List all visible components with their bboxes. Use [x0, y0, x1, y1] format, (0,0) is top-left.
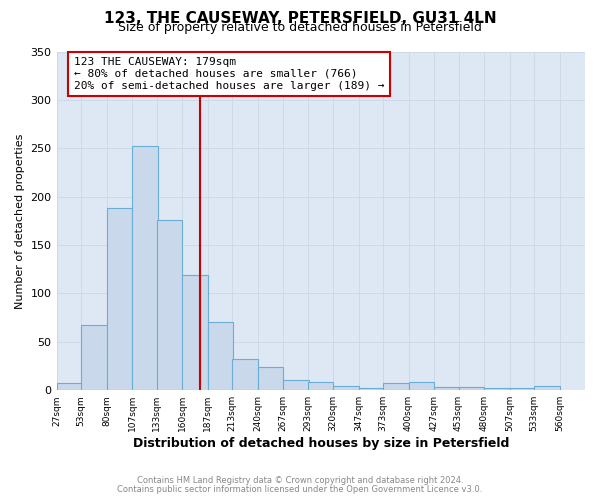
Bar — [283, 380, 308, 390]
Bar — [308, 382, 333, 390]
Bar — [208, 322, 233, 390]
Bar — [359, 388, 384, 390]
Bar — [409, 382, 434, 390]
Bar — [484, 388, 509, 390]
Text: 123 THE CAUSEWAY: 179sqm
← 80% of detached houses are smaller (766)
20% of semi-: 123 THE CAUSEWAY: 179sqm ← 80% of detach… — [74, 58, 384, 90]
Bar — [132, 146, 158, 390]
Bar — [81, 326, 107, 390]
Bar — [534, 386, 560, 390]
Bar — [434, 388, 460, 390]
Bar — [157, 220, 182, 390]
Bar — [107, 208, 132, 390]
Text: Contains public sector information licensed under the Open Government Licence v3: Contains public sector information licen… — [118, 484, 482, 494]
Bar — [232, 359, 257, 390]
Bar — [458, 388, 484, 390]
Text: Size of property relative to detached houses in Petersfield: Size of property relative to detached ho… — [118, 22, 482, 35]
Bar — [257, 367, 283, 390]
Text: 123, THE CAUSEWAY, PETERSFIELD, GU31 4LN: 123, THE CAUSEWAY, PETERSFIELD, GU31 4LN — [104, 11, 496, 26]
Bar — [509, 388, 535, 390]
Bar — [182, 275, 208, 390]
Bar — [56, 384, 82, 390]
Y-axis label: Number of detached properties: Number of detached properties — [15, 133, 25, 308]
X-axis label: Distribution of detached houses by size in Petersfield: Distribution of detached houses by size … — [133, 437, 509, 450]
Bar — [333, 386, 359, 390]
Text: Contains HM Land Registry data © Crown copyright and database right 2024.: Contains HM Land Registry data © Crown c… — [137, 476, 463, 485]
Bar — [383, 384, 409, 390]
